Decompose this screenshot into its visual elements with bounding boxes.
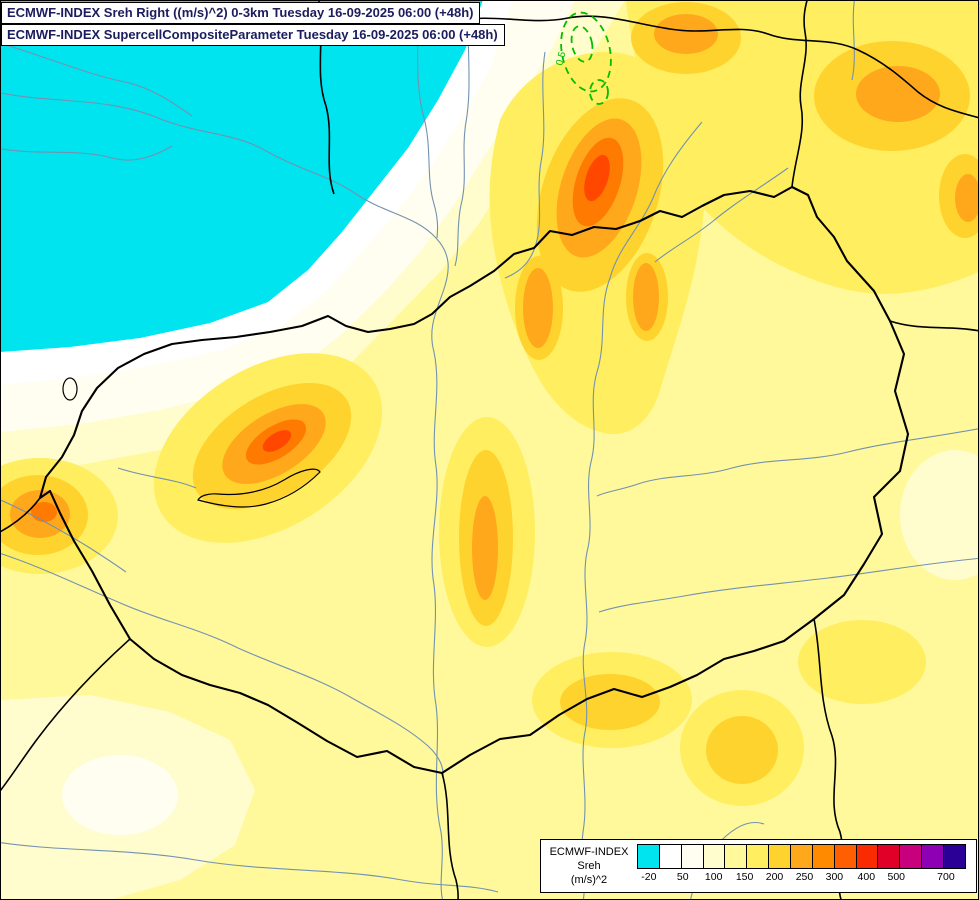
- legend-swatch: [833, 845, 856, 868]
- legend-swatch: [811, 845, 834, 868]
- legend-tick-label: 400: [857, 871, 876, 883]
- border-romania-ukraine: [889, 320, 979, 332]
- legend-tick-label: 50: [676, 871, 689, 883]
- srh-maximum-north: [584, 154, 610, 202]
- legend: ECMWF-INDEX Sreh (m/s)^2 -20 50 100 150 200 2…: [540, 839, 977, 893]
- river-danube: [0, 92, 449, 900]
- legend-swatch: [943, 845, 965, 868]
- orange-streak-right: [633, 263, 659, 331]
- legend-swatch: [877, 845, 900, 868]
- map-title-supercell: ECMWF-INDEX SupercellCompositeParameter …: [1, 24, 505, 46]
- dark-orange-left-core: [31, 502, 57, 522]
- legend-title: ECMWF-INDEX: [549, 845, 629, 858]
- legend-swatch: [658, 845, 681, 868]
- legend-parameter: Sreh: [577, 859, 601, 872]
- legend-swatch: [899, 845, 922, 868]
- legend-swatch: [768, 845, 791, 868]
- legend-tick-label: 250: [795, 871, 814, 883]
- legend-tick-label: 500: [887, 871, 906, 883]
- legend-ticks: -20 50 100 150 200 250 300 400 500 700: [637, 869, 966, 887]
- orange-right-edge: [955, 174, 979, 222]
- legend-label-block: ECMWF-INDEX Sreh (m/s)^2: [541, 840, 637, 892]
- legend-swatch: [702, 845, 725, 868]
- river-maros: [598, 557, 979, 613]
- legend-swatch: [746, 845, 769, 868]
- gold-south-1: [560, 674, 660, 730]
- river-tributary-nw2: [0, 145, 173, 161]
- legend-tick-label: 200: [765, 871, 784, 883]
- supercell-contour-small: [589, 79, 609, 105]
- negative-srh-cyan-region: [0, 0, 483, 352]
- legend-scale: -20 50 100 150 200 250 300 400 500 700: [637, 840, 976, 892]
- legend-swatch: [638, 845, 659, 868]
- river-northeast-small: [851, 0, 856, 81]
- border-croatia-serbia: [441, 772, 459, 900]
- orange-center-south: [472, 496, 498, 600]
- deep-yellow-southeast: [798, 620, 926, 704]
- river-bodrog: [654, 167, 789, 263]
- legend-swatch: [680, 845, 703, 868]
- border-slovakia-poland: [451, 15, 979, 119]
- river-koros: [596, 428, 979, 497]
- legend-tick-label: 100: [704, 871, 723, 883]
- legend-tick-label: 700: [937, 871, 955, 883]
- river-hron: [454, 0, 471, 267]
- gold-south-2: [706, 716, 778, 784]
- river-sava: [0, 842, 499, 893]
- legend-units: (m/s)^2: [570, 874, 608, 887]
- orange-streak-left: [523, 268, 553, 348]
- orange-northeast: [856, 66, 940, 122]
- legend-tick-label: 150: [735, 871, 754, 883]
- lake-balaton: [197, 468, 321, 508]
- srh-maximum-west: [262, 430, 292, 452]
- river-zala: [117, 467, 197, 489]
- map-title-srh: ECMWF-INDEX Sreh Right ((m/s)^2) 0-3km T…: [1, 2, 481, 24]
- legend-swatch: [724, 845, 747, 868]
- ivory-patch-southwest: [62, 755, 178, 835]
- river-tisza: [581, 121, 703, 900]
- river-ipoly: [504, 51, 546, 279]
- supercell-contour-inner: [570, 25, 594, 63]
- legend-colorbar: [637, 844, 966, 869]
- contour-red-orange: [262, 154, 610, 452]
- legend-swatch: [921, 845, 944, 868]
- border-slovakia-ukraine: [791, 0, 808, 188]
- river-drava: [0, 552, 444, 779]
- legend-tick-label: 300: [825, 871, 844, 883]
- river-tributary-nw1: [0, 42, 193, 117]
- orange-top-edge: [654, 14, 718, 54]
- border-hungary: [38, 185, 910, 775]
- legend-tick-label: -20: [641, 871, 657, 883]
- legend-swatch: [790, 845, 812, 868]
- supercell-contour-label: 0.5: [554, 50, 568, 67]
- river-vah: [414, 0, 439, 239]
- fill-contours-northwest: [0, 0, 625, 475]
- lake-ferto: [62, 377, 78, 401]
- lakes: [62, 377, 321, 508]
- legend-swatch: [855, 845, 878, 868]
- border-slovenia-croatia-b: [0, 638, 131, 793]
- pale-patch-east: [900, 450, 979, 580]
- river-mura: [0, 499, 127, 573]
